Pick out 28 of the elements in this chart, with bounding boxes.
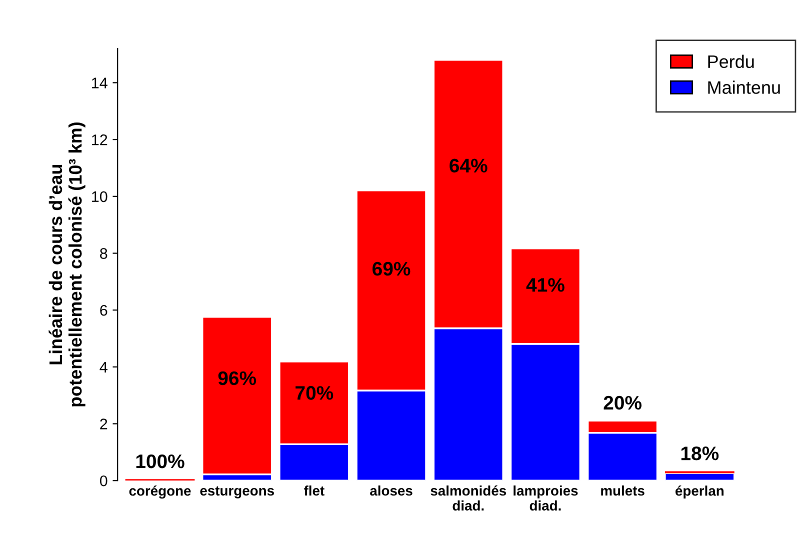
x-tick-label: salmonidés diad. <box>430 485 506 511</box>
y-tick-label: 10 <box>92 191 108 202</box>
bar <box>664 472 736 481</box>
annotation: 18% <box>681 446 719 460</box>
legend-label: Maintenu <box>708 80 780 94</box>
legend-label: Perdu <box>708 54 754 68</box>
y-tick-label: 12 <box>92 134 108 146</box>
x-tick-label: flet <box>304 485 324 496</box>
y-tick-label: 8 <box>100 248 108 259</box>
annotation: 100% <box>136 454 184 468</box>
annotation: 41% <box>526 278 564 292</box>
y-tick-label: 6 <box>100 304 108 316</box>
x-tick-label: mulets <box>601 485 644 496</box>
x-tick-label: aloses <box>370 485 412 496</box>
y-tick-label: 4 <box>100 362 108 372</box>
y-tick-label: 2 <box>100 418 108 430</box>
x-tick-label: esturgeons <box>200 486 274 498</box>
y-axis-title: Linéaire de cours d’eau potentiellement colonisé (10³ km) <box>48 122 86 406</box>
x-tick-label: éperlan <box>676 485 724 499</box>
annotation: 64% <box>450 158 488 173</box>
x-tick-label: corégone <box>129 485 191 499</box>
annotation: 70% <box>296 386 334 400</box>
annotation: 96% <box>218 371 256 386</box>
y-tick-label: 14 <box>92 78 108 88</box>
annotation: 69% <box>372 262 410 276</box>
y-tick-label: 0 <box>100 475 108 486</box>
annotation: 20% <box>604 396 642 410</box>
x-tick-label: lamproies diad. <box>514 485 578 511</box>
